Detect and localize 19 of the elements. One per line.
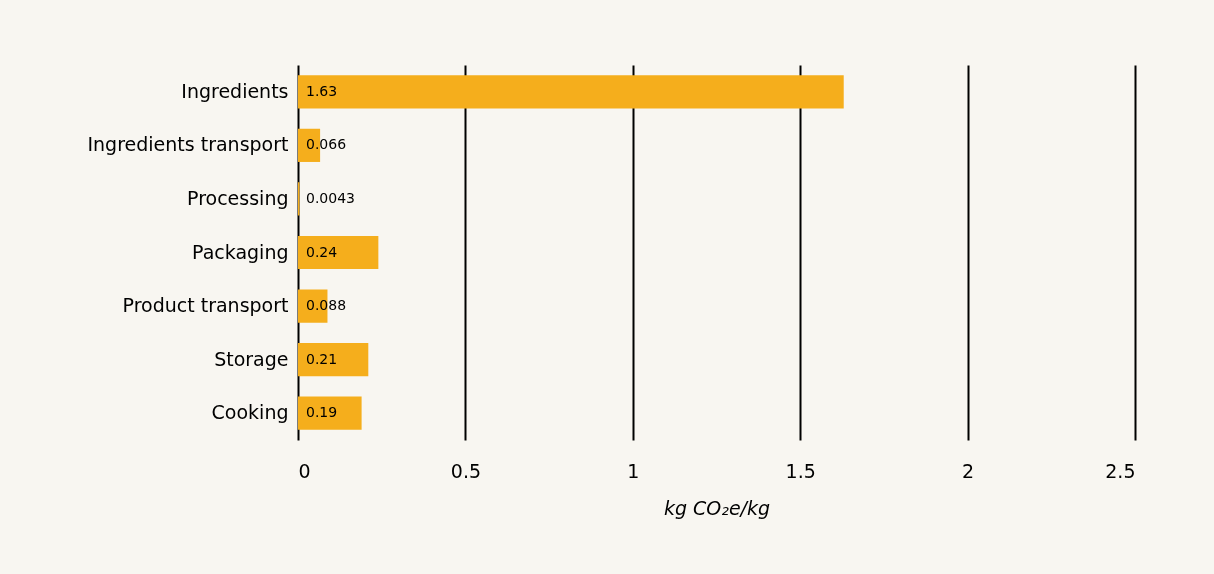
data-label: 0.21 xyxy=(306,350,338,367)
data-label: 0.19 xyxy=(306,404,338,421)
x-tick-label: 1 xyxy=(627,459,640,482)
y-tick-label: Product transport xyxy=(122,294,289,317)
x-axis-title: kg CO₂e/kg xyxy=(663,496,771,519)
y-tick-label: Processing xyxy=(187,186,289,209)
x-tick-label: 2 xyxy=(962,459,975,482)
data-label: 0.24 xyxy=(306,243,338,260)
y-tick-label: Packaging xyxy=(192,240,289,263)
data-label: 0.0043 xyxy=(306,189,355,206)
x-tick-label: 2.5 xyxy=(1105,459,1136,482)
y-tick-label: Storage xyxy=(214,347,289,370)
x-tick-label: 0.5 xyxy=(450,459,482,482)
y-tick-label: Ingredients xyxy=(181,79,289,102)
x-tick-label: 0 xyxy=(298,459,311,482)
y-tick-label: Ingredients transport xyxy=(87,133,289,156)
x-tick-label: 1.5 xyxy=(785,459,816,482)
data-label: 1.63 xyxy=(306,82,338,99)
y-tick-label: Cooking xyxy=(211,401,289,424)
